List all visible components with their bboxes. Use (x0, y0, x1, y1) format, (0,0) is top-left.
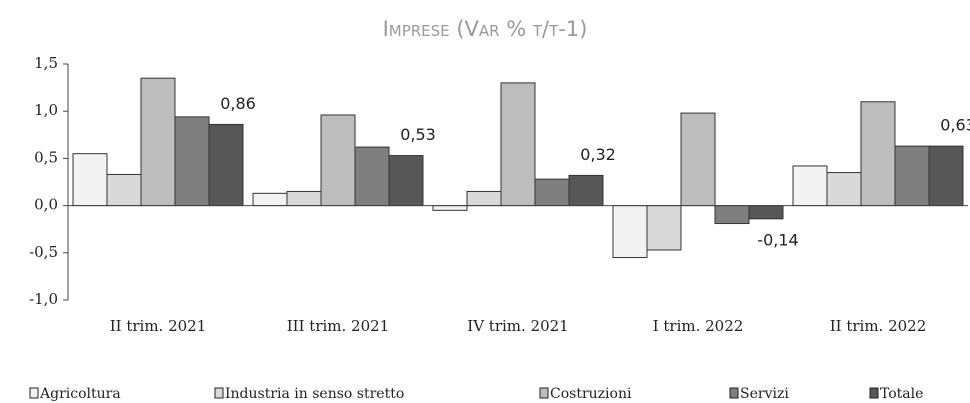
bar (466, 190, 502, 207)
legend-label: Costruzioni (550, 386, 632, 402)
bar (500, 82, 536, 207)
bar (680, 112, 716, 207)
legend-swatch (214, 387, 224, 399)
bar (320, 114, 356, 207)
y-tick-label: 0,0 (34, 196, 58, 214)
y-tick-label: 1,5 (34, 54, 58, 72)
bar (354, 146, 390, 207)
bar (388, 155, 424, 207)
data-label: 0,63 (940, 116, 970, 135)
bar (928, 145, 964, 207)
bar (140, 77, 176, 207)
x-tick-label: II trim. 2021 (110, 317, 207, 335)
bar (286, 190, 322, 207)
legend-swatch (729, 387, 739, 399)
y-tick-label: 0,5 (34, 148, 58, 166)
data-label: 0,86 (220, 94, 256, 113)
bar (72, 153, 108, 207)
y-tick-label: -1,0 (29, 290, 58, 308)
bar (826, 172, 862, 207)
legend-swatch (539, 387, 549, 399)
legend-label: Servizi (740, 386, 789, 402)
x-tick-label: IV trim. 2021 (467, 317, 568, 335)
x-tick-label: III trim. 2021 (287, 317, 389, 335)
data-label: 0,53 (400, 125, 436, 144)
bar (860, 101, 896, 207)
chart-title: Imprese (Var % t/t-1) (383, 17, 588, 41)
data-label: -0,14 (757, 230, 798, 249)
legend-swatch (29, 387, 39, 399)
bar (106, 173, 142, 207)
legend-swatch (869, 387, 879, 399)
legend-label: Industria in senso stretto (225, 386, 404, 402)
legend-label: Totale (880, 386, 923, 402)
data-label: 0,32 (580, 145, 616, 164)
bar (432, 205, 468, 211)
bar (174, 116, 210, 207)
bar (748, 205, 784, 220)
bar (646, 205, 682, 251)
bar (792, 165, 828, 207)
bar (208, 123, 244, 207)
y-tick-label: 1,0 (34, 101, 58, 119)
bar (714, 205, 750, 225)
bar (534, 178, 570, 207)
x-tick-label: I trim. 2022 (653, 317, 744, 335)
bar (252, 192, 288, 207)
bar (612, 205, 648, 259)
x-tick-label: II trim. 2022 (830, 317, 927, 335)
bar (894, 145, 930, 207)
bar (568, 174, 604, 207)
legend-label: Agricoltura (39, 386, 121, 402)
y-tick-label: -0,5 (29, 243, 58, 261)
